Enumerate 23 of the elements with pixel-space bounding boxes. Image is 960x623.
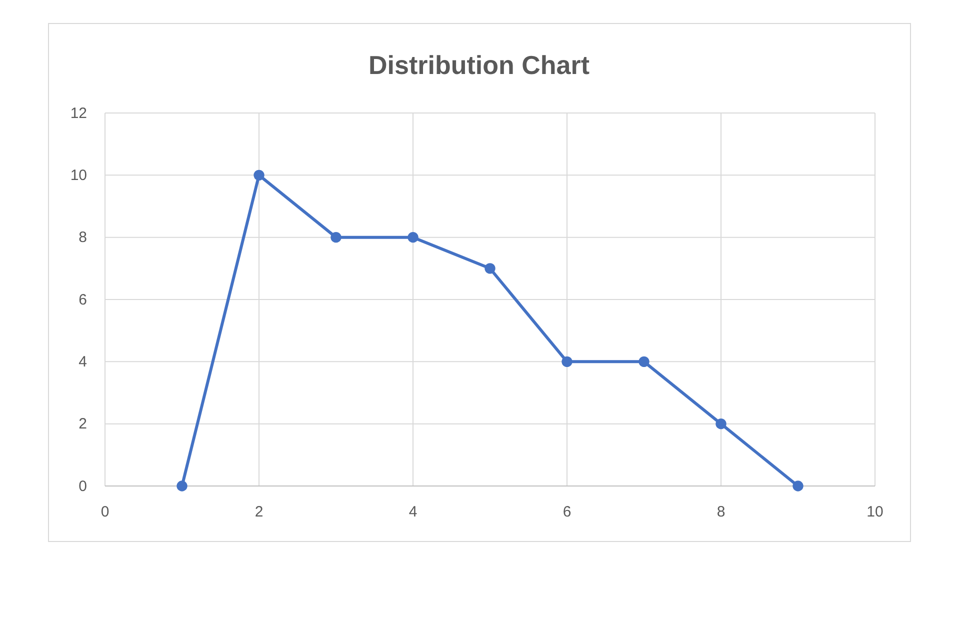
y-tick-label: 4 xyxy=(78,353,87,370)
point xyxy=(408,232,418,243)
point xyxy=(254,170,264,181)
y-tick-label: 12 xyxy=(70,104,87,122)
point xyxy=(792,480,804,492)
y-tick-label: 0 xyxy=(78,478,87,495)
point xyxy=(330,232,342,243)
point xyxy=(638,356,650,368)
x-tick-label: 2 xyxy=(254,504,264,521)
x-tick-label: 8 xyxy=(716,504,726,521)
point xyxy=(176,480,188,492)
y-tick-label: 2 xyxy=(78,416,87,433)
chart-title: Distribution Chart xyxy=(368,50,590,80)
point xyxy=(562,356,572,368)
y-tick-label: 6 xyxy=(78,291,87,308)
x-tick-label: 4 xyxy=(408,504,418,521)
y-tick-label: 10 xyxy=(70,166,87,184)
y-tick-label: 8 xyxy=(78,229,87,246)
x-tick-label: 6 xyxy=(562,504,572,521)
x-tick-label: 10 xyxy=(866,504,884,521)
point xyxy=(716,418,726,430)
point xyxy=(484,263,496,274)
x-tick-label: 0 xyxy=(100,504,110,521)
